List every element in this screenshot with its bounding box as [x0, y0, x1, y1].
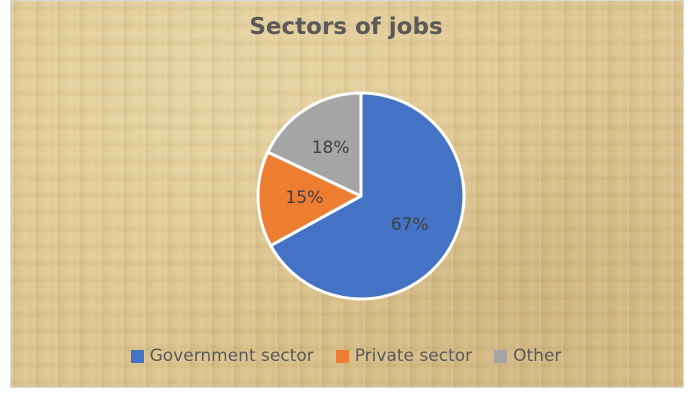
- legend-label: Government sector: [149, 346, 314, 366]
- legend: Government sector Private sector Other: [0, 346, 692, 366]
- legend-item-1: Government sector: [130, 346, 314, 366]
- legend-item-2: Private sector: [335, 346, 473, 366]
- legend-label: Private sector: [354, 346, 473, 366]
- chart-title: Sectors of jobs: [249, 14, 443, 40]
- pie-slice-2: [256, 150, 363, 248]
- legend-item-3: Other: [494, 346, 561, 366]
- pie-slice-1: [269, 91, 466, 301]
- legend-swatch: [494, 349, 508, 363]
- slice-label-2: 15%: [285, 188, 323, 208]
- slice-label-3: 18%: [312, 138, 350, 158]
- slice-label-1: 67%: [391, 215, 429, 235]
- legend-label: Other: [513, 346, 562, 366]
- legend-swatch: [130, 349, 144, 363]
- pie-slice-3: [266, 91, 363, 198]
- legend-swatch: [335, 349, 349, 363]
